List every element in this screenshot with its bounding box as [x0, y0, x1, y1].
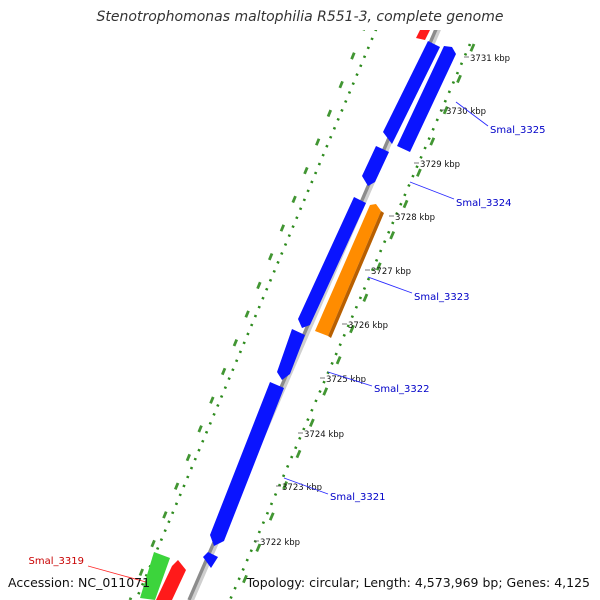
gc-skew-dashes-left: [128, 30, 366, 600]
scale-ticks: 3731 kbp 3730 kbp 3729 kbp 3728 kbp 3727 kbp…: [254, 54, 510, 548]
gene-label: Smal_3321: [330, 492, 385, 503]
gene-reverse-1: [383, 41, 440, 144]
gene-label-leader: [409, 181, 455, 200]
accession-text: Accession: NC_011071: [8, 575, 151, 590]
reverse-strand-genes: [140, 30, 440, 600]
tick-label: 3726 kbp: [348, 321, 388, 331]
gene-reverse-4: [277, 329, 305, 380]
tick-label: 3725 kbp: [326, 375, 366, 385]
genome-summary: Topology: circular; Length: 4,573,969 bp…: [246, 575, 590, 590]
gene-label: Smal_3322: [374, 384, 429, 395]
tick-label: 3724 kbp: [304, 430, 344, 440]
gene-reverse-3: [298, 197, 366, 328]
gene-label-leader: [455, 101, 489, 127]
tick-label: 3727 kbp: [371, 267, 411, 277]
gene-red-top: [416, 30, 430, 40]
gene-label-leader: [283, 477, 329, 495]
gene-forward-orange-shade: [328, 211, 384, 338]
gene-label-leader: [367, 276, 413, 294]
tick-label: 3728 kbp: [395, 213, 435, 223]
gene-reverse-2: [362, 146, 389, 186]
gene-label-leader: [327, 371, 373, 387]
gene-label: Smal_3325: [490, 125, 545, 136]
gc-content-dots-left: [134, 30, 378, 600]
gene-forward-orange: [315, 204, 381, 336]
gene-label-leader: [87, 565, 147, 583]
tick-label: 3729 kbp: [420, 160, 460, 170]
tick-label: 3723 kbp: [282, 483, 322, 493]
gene-label: Smal_3323: [414, 292, 469, 303]
gene-reverse-5: [210, 382, 284, 546]
gene-red-bottom: [156, 560, 186, 600]
gene-label: Smal_3324: [456, 198, 511, 209]
gene-forward-1: [397, 46, 456, 152]
tick-label: 3722 kbp: [260, 538, 300, 548]
gene-green: [140, 552, 170, 600]
gene-label: Smal_3319: [29, 556, 84, 567]
map-title: Stenotrophomonas maltophilia R551-3, com…: [96, 9, 504, 25]
tick-label: 3731 kbp: [470, 54, 510, 64]
tick-label: 3730 kbp: [446, 107, 486, 117]
forward-strand-genes: [315, 46, 456, 338]
gene-reverse-6: [203, 552, 218, 568]
gene-labels: Smal_3325 Smal_3324 Smal_3323 Smal_3322 Smal…: [29, 101, 545, 583]
